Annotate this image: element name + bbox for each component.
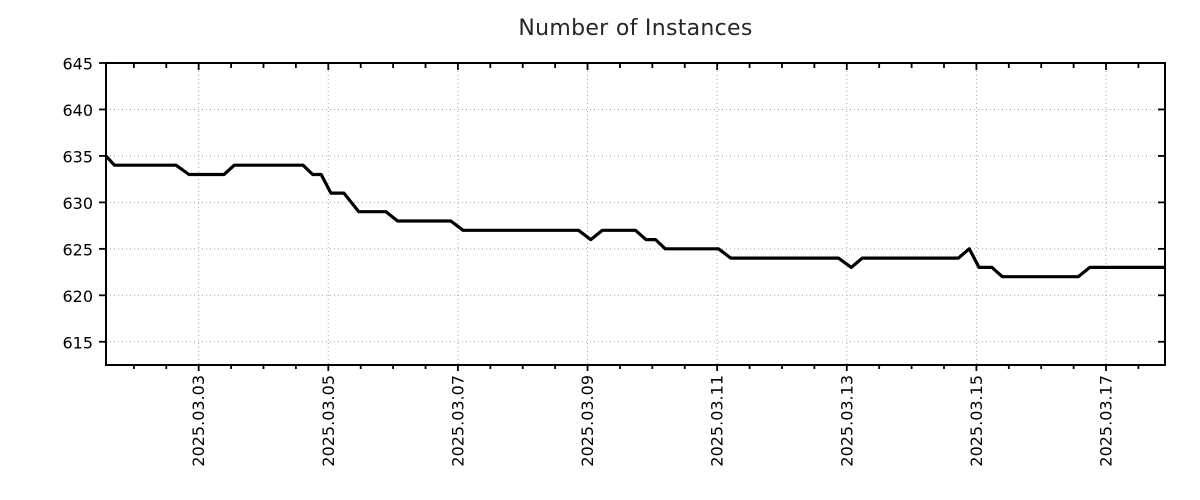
y-tick-label: 615 [62,333,93,352]
x-tick-label: 2025.03.03 [189,375,208,467]
x-tick-label: 2025.03.11 [708,375,727,467]
x-tick-label: 2025.03.05 [319,375,338,467]
y-tick-label: 630 [62,194,93,213]
plot-border [105,62,1166,366]
x-tick-label: 2025.03.07 [448,375,467,467]
y-tick-label: 620 [62,287,93,306]
y-tick-label: 635 [62,147,93,166]
data-line-instances [104,154,1165,279]
x-tick-label: 2025.03.17 [1097,375,1116,467]
chart-title: Number of Instances [518,16,753,41]
x-tick-label: 2025.03.15 [967,375,986,467]
x-tick-label: 2025.03.13 [837,375,856,467]
y-tick-label: 645 [62,55,93,74]
x-tick-label: 2025.03.09 [578,375,597,467]
y-tick-label: 640 [62,101,93,120]
y-tick-label: 625 [62,240,93,259]
